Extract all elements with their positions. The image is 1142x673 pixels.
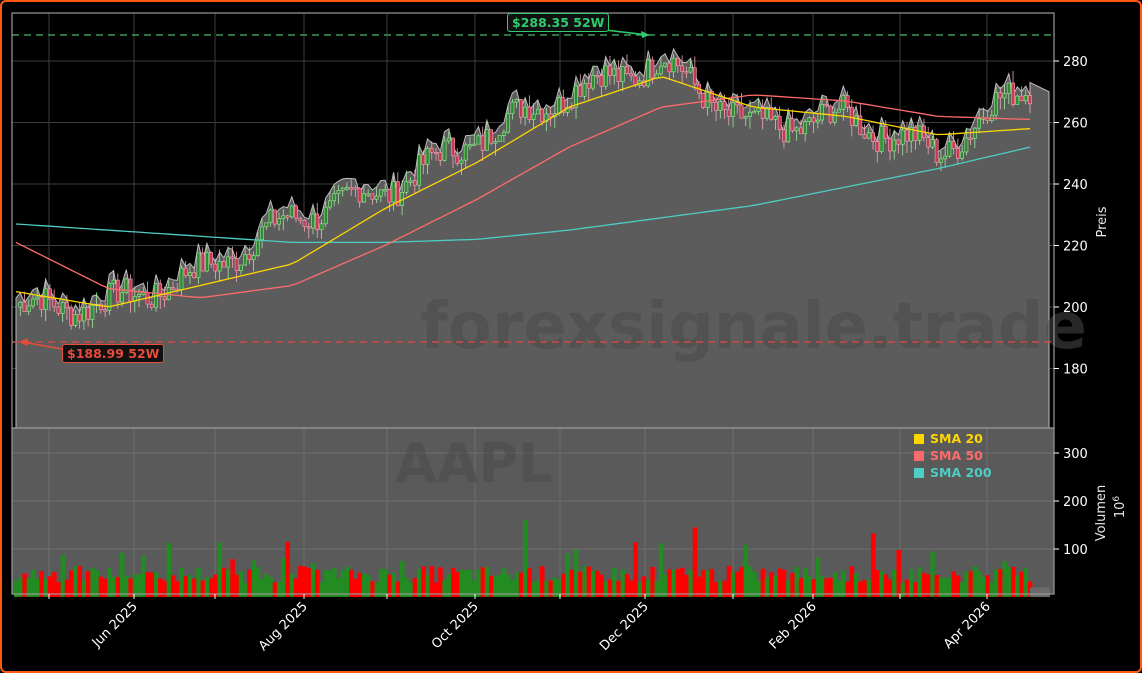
price-axis-label: Preis xyxy=(1095,206,1110,237)
legend-label: SMA 50 xyxy=(930,448,983,463)
high-52w-label: $288.35 52W xyxy=(507,13,610,32)
low-arrow-head xyxy=(19,338,28,346)
sma-50-line xyxy=(15,94,1031,299)
volume-unit-label: 106 xyxy=(1112,496,1128,519)
legend-swatch-icon xyxy=(914,467,924,478)
date-axis: Jun 2025 Aug 2025 Oct 2025 Dec 2025 Feb 2026… xyxy=(48,594,994,654)
watermark-text: forexsignale.trade xyxy=(420,290,1087,364)
svg-text:200: 200 xyxy=(1063,495,1088,510)
volume-panel xyxy=(12,428,1054,594)
ticker-watermark: AAPL xyxy=(395,432,553,495)
volume-axis-label: Volumen xyxy=(1094,485,1109,542)
svg-text:180: 180 xyxy=(1063,363,1088,378)
legend: SMA 20 SMA 50 SMA 200 xyxy=(914,430,992,481)
sma-200-line xyxy=(15,146,1031,244)
svg-text:200: 200 xyxy=(1063,301,1088,316)
svg-text:Jun 2025: Jun 2025 xyxy=(89,599,141,651)
svg-text:300: 300 xyxy=(1063,447,1088,462)
price-axis: 180 200 220 240 260 280 xyxy=(1054,55,1088,378)
svg-text:Feb 2026: Feb 2026 xyxy=(767,599,820,652)
legend-item-sma200: SMA 200 xyxy=(914,464,992,481)
svg-text:100: 100 xyxy=(1063,543,1088,558)
high-arrow-head xyxy=(641,31,650,38)
legend-label: SMA 20 xyxy=(930,431,983,446)
svg-text:Apr 2026: Apr 2026 xyxy=(941,599,994,652)
svg-text:Oct 2025: Oct 2025 xyxy=(429,599,482,652)
legend-item-sma50: SMA 50 xyxy=(914,447,992,464)
low-arrow xyxy=(21,341,63,350)
svg-text:260: 260 xyxy=(1063,117,1088,132)
volume-axis: 100 200 300 xyxy=(1054,447,1088,558)
sma-20-line xyxy=(15,76,1031,308)
high-arrow xyxy=(604,29,649,36)
volume-panel-border xyxy=(11,427,1055,595)
svg-text:280: 280 xyxy=(1063,55,1088,70)
legend-item-sma20: SMA 20 xyxy=(914,430,992,447)
svg-text:240: 240 xyxy=(1063,178,1088,193)
volume-bars xyxy=(13,520,1050,597)
svg-text:220: 220 xyxy=(1063,240,1088,255)
candlesticks xyxy=(18,54,1032,330)
legend-label: SMA 200 xyxy=(930,465,992,480)
legend-swatch-icon xyxy=(914,450,924,461)
legend-swatch-icon xyxy=(914,433,924,444)
low-52w-label: $188.99 52W xyxy=(62,344,165,363)
svg-text:Dec 2025: Dec 2025 xyxy=(597,599,652,654)
svg-text:Aug 2025: Aug 2025 xyxy=(256,599,311,654)
